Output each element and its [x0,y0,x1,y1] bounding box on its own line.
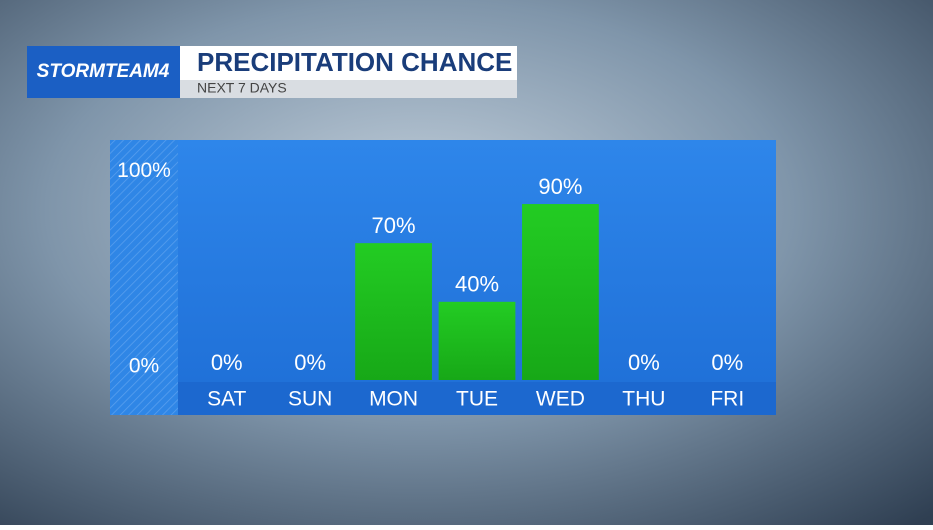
x-tick-label: TUE [456,388,498,411]
bar [355,243,432,380]
brand: STORMTEAM4 [37,61,170,82]
chart-title: PRECIPITATION CHANCE [197,47,512,77]
x-tick-label: SAT [207,388,246,411]
x-tick-label: SUN [288,388,332,411]
brand-box [27,46,180,98]
value-label: 70% [372,213,416,238]
value-label: 40% [455,272,499,297]
value-label: 90% [538,174,582,199]
x-tick-label: FRI [710,388,744,411]
y-tick-label: 0% [129,355,159,378]
value-label: 0% [711,350,743,375]
bar [522,204,599,380]
x-tick-label: THU [622,388,665,411]
bar [438,301,516,380]
subtitle-box [180,80,517,98]
value-label: 0% [628,350,660,375]
value-label: 0% [294,350,326,375]
title-box [180,46,517,80]
axis-column [110,140,178,415]
x-tick-label: WED [536,388,585,411]
category-band [178,382,776,415]
x-tick-label: MON [369,388,418,411]
value-label: 0% [211,350,243,375]
y-tick-label: 100% [117,159,171,182]
chart-subtitle: NEXT 7 DAYS [197,80,287,96]
